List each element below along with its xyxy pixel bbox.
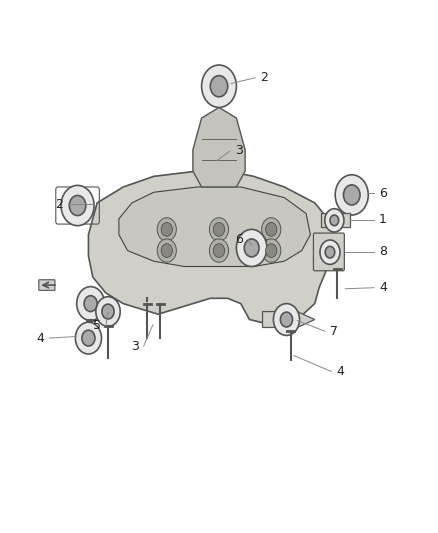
Circle shape <box>209 239 229 262</box>
Circle shape <box>84 296 97 312</box>
Polygon shape <box>88 171 336 325</box>
Circle shape <box>82 330 95 346</box>
Circle shape <box>335 175 368 215</box>
Circle shape <box>261 239 281 262</box>
Circle shape <box>210 76 228 97</box>
Text: 2: 2 <box>55 198 63 211</box>
Circle shape <box>244 239 259 257</box>
Text: 7: 7 <box>330 325 338 338</box>
Circle shape <box>161 244 173 257</box>
Circle shape <box>330 215 339 225</box>
Circle shape <box>280 312 293 327</box>
Circle shape <box>320 240 340 264</box>
Text: 6: 6 <box>379 187 387 200</box>
Circle shape <box>273 304 300 335</box>
Circle shape <box>102 304 114 319</box>
Text: 5: 5 <box>92 319 101 333</box>
Circle shape <box>209 217 229 241</box>
Circle shape <box>61 185 94 225</box>
Text: 4: 4 <box>336 365 344 378</box>
Circle shape <box>237 229 267 266</box>
Circle shape <box>213 222 225 236</box>
Text: 1: 1 <box>379 213 387 227</box>
Polygon shape <box>321 214 350 227</box>
Circle shape <box>265 222 277 236</box>
Polygon shape <box>119 187 311 266</box>
FancyBboxPatch shape <box>314 233 344 271</box>
Text: 3: 3 <box>131 340 138 352</box>
Circle shape <box>157 239 177 262</box>
Circle shape <box>75 322 102 354</box>
Circle shape <box>261 217 281 241</box>
Text: 4: 4 <box>36 332 44 344</box>
Circle shape <box>265 244 277 257</box>
Circle shape <box>343 185 360 205</box>
Circle shape <box>213 244 225 257</box>
Text: 6: 6 <box>235 233 243 246</box>
FancyBboxPatch shape <box>39 280 55 290</box>
Polygon shape <box>193 108 245 187</box>
Circle shape <box>201 65 237 108</box>
Circle shape <box>161 222 173 236</box>
Circle shape <box>325 246 335 258</box>
Polygon shape <box>262 312 315 327</box>
Text: 4: 4 <box>379 281 387 294</box>
Text: 3: 3 <box>235 144 243 157</box>
Circle shape <box>157 217 177 241</box>
Circle shape <box>77 287 105 320</box>
Text: 2: 2 <box>260 71 268 84</box>
Circle shape <box>96 297 120 326</box>
Circle shape <box>69 196 86 216</box>
Text: 8: 8 <box>379 245 387 258</box>
Circle shape <box>325 209 344 232</box>
